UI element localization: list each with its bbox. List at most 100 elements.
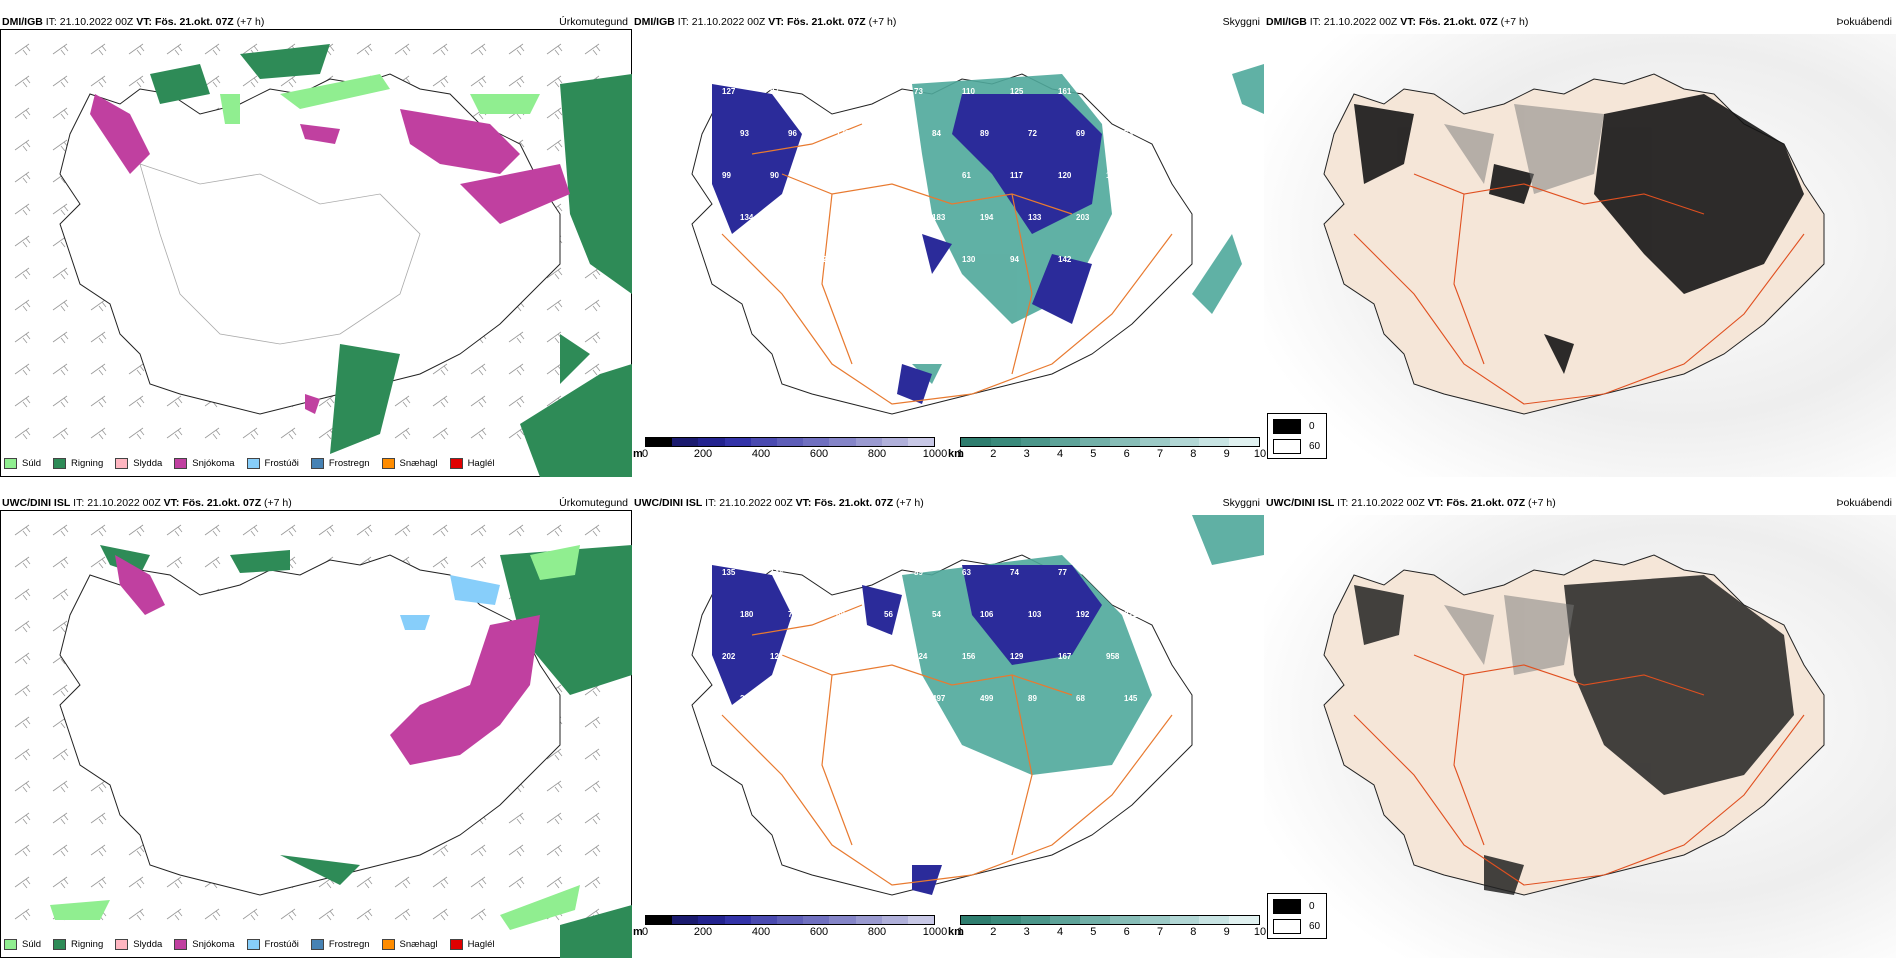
precip-panel-bottom: UWC/DINI ISL IT: 21.10.2022 00Z VT: Fös.… <box>0 493 632 958</box>
visibility-panel-top: DMI/IGB IT: 21.10.2022 00Z VT: Fös. 21.o… <box>632 12 1264 477</box>
colorbar-tick: 8 <box>1190 448 1197 460</box>
wind-barb <box>14 524 31 537</box>
visibility-value-label: 63 <box>962 568 971 577</box>
legend-swatch <box>310 939 324 950</box>
precip-map <box>14 524 632 958</box>
wind-barb <box>166 427 183 440</box>
legend-item: Rigning <box>53 939 103 950</box>
visibility-value-label: 319 <box>884 694 898 703</box>
legend-swatch <box>449 939 463 950</box>
legend-label: Slydda <box>133 458 163 469</box>
legend-swatch <box>174 458 188 469</box>
wind-barb <box>52 556 69 569</box>
visibility-value-label: 99 <box>770 255 779 264</box>
wind-barb <box>508 524 525 537</box>
legend-label: Súld <box>22 939 42 950</box>
wind-barb <box>432 43 449 56</box>
drizzle-areas <box>50 545 580 930</box>
roads <box>721 604 1173 886</box>
colorbar-km <box>960 915 1260 925</box>
fog-swatch-low <box>1273 899 1301 914</box>
colorbar-unit-km: km <box>948 926 964 938</box>
wind-barb <box>546 107 563 120</box>
fog-panel-bottom: UWC/DINI ISL IT: 21.10.2022 00Z VT: Fös.… <box>1264 493 1896 958</box>
precip-legend: Súld Rigning Slydda Snjókoma Frostúði Frostre… <box>4 458 495 469</box>
colorbar-tick: 1 <box>956 926 964 938</box>
colorbar-tick: 600 <box>809 448 829 460</box>
wind-barb <box>432 363 449 376</box>
legend-item: Slydda <box>115 458 162 469</box>
wind-barb <box>470 876 487 889</box>
wind-barb <box>14 299 31 312</box>
fog-legend-top: 0 60 <box>1267 413 1327 459</box>
wind-barb <box>356 524 373 537</box>
wind-barb <box>546 748 563 761</box>
wind-barb <box>318 908 335 921</box>
visibility-value-label: 66 <box>1106 568 1115 577</box>
visibility-value-label: 72 <box>1028 129 1037 138</box>
wind-barb <box>52 427 69 440</box>
colorbar-tick: 0 <box>641 926 649 938</box>
wind-barb <box>128 75 145 88</box>
panel-title: Úrkomutegund <box>559 497 628 509</box>
wind-barb <box>584 267 601 280</box>
colorbar-segment <box>961 438 991 446</box>
wind-barb <box>432 908 449 921</box>
wind-barb <box>14 652 31 665</box>
colorbar-tick: 3 <box>1023 448 1030 460</box>
colorbar-segment <box>1020 916 1051 924</box>
visibility-value-label: 61 <box>962 171 971 180</box>
colorbar-tick: 400 <box>751 926 771 938</box>
legend-item: Frostregn <box>310 939 370 950</box>
visibility-value-label: 89 <box>1028 694 1037 703</box>
legend-item: Slydda <box>115 939 162 950</box>
panel-header: DMI/IGB IT: 21.10.2022 00Z VT: Fös. 21.o… <box>2 16 265 28</box>
colorbar-segment <box>646 438 673 446</box>
visibility-value-label: 89 <box>914 568 923 577</box>
legend-label: Haglél <box>467 458 495 469</box>
wind-barb <box>204 908 221 921</box>
wind-barb <box>128 524 145 537</box>
colorbar-km <box>960 437 1260 447</box>
fog-areas <box>1354 94 1804 374</box>
wind-barb <box>52 748 69 761</box>
visibility-value-label: 73 <box>914 87 923 96</box>
visibility-value-label: 107 <box>866 171 880 180</box>
legend-item: Rigning <box>53 458 103 469</box>
visibility-value-label: 68 <box>1076 694 1085 703</box>
colorbar-tick: 5 <box>1090 926 1097 938</box>
wind-barb <box>90 75 107 88</box>
visibility-value-label: 127 <box>770 652 784 661</box>
wind-barb <box>14 427 31 440</box>
visibility-value-label: 111 <box>914 255 927 264</box>
legend-swatch <box>115 458 129 469</box>
visibility-value-label: 165 <box>1106 171 1120 180</box>
colorbar-tick: 800 <box>867 448 887 460</box>
legend-item: Snjókoma <box>174 939 235 950</box>
colorbar-segment <box>855 916 882 924</box>
visibility-value-label: 180 <box>740 610 754 619</box>
visibility-value-label: 203 <box>740 694 754 703</box>
visibility-value-label: 106 <box>980 610 994 619</box>
visibility-value-label: 103 <box>1028 610 1042 619</box>
colorbar-unit-m: m <box>633 448 643 460</box>
wind-barb <box>52 203 69 216</box>
colorbar-tick: 5 <box>1090 448 1097 460</box>
wind-barb <box>394 395 411 408</box>
visibility-value-label: 232 <box>866 87 880 96</box>
colorbar-segment <box>1080 438 1110 446</box>
colorbar-unit-m: m <box>633 926 643 938</box>
visibility-map: 135 144 221 133 89 63 74 77 66 180 76 68 56 54 106 103 1… <box>691 515 1264 896</box>
wind-barb <box>52 876 69 889</box>
wind-barb <box>470 363 487 376</box>
wind-barb <box>52 107 69 120</box>
visibility-value-label: 93 <box>740 129 749 138</box>
wind-barb <box>14 363 31 376</box>
lowvis-areas <box>712 84 1102 404</box>
legend-swatch <box>53 939 67 950</box>
colorbar-tick: 1 <box>956 448 964 460</box>
wind-barb <box>90 395 107 408</box>
wind-barb <box>280 908 297 921</box>
colorbar-tick: 800 <box>867 926 887 938</box>
colorbar-segment <box>672 438 699 446</box>
